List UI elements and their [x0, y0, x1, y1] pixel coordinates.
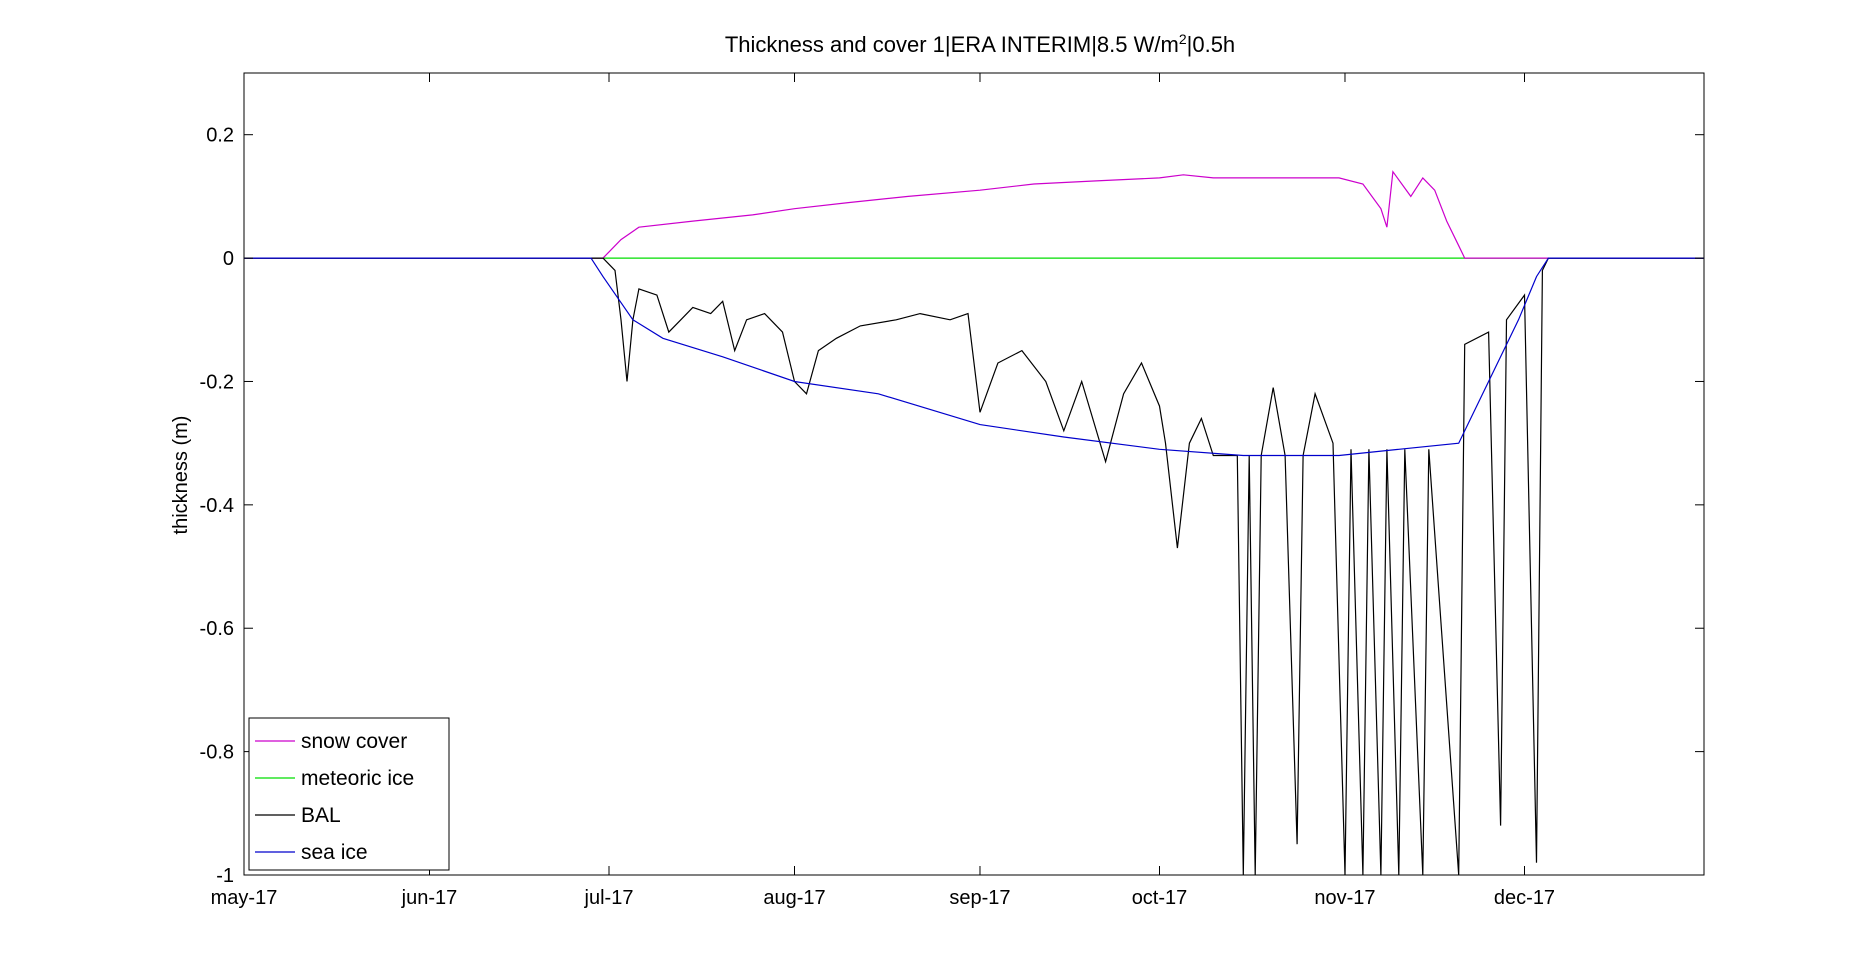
legend-label: meteoric ice	[301, 767, 414, 790]
chart-title-main: Thickness and cover 1|ERA INTERIM|8.5 W/…	[725, 32, 1179, 57]
chart-title-superscript: 2	[1179, 31, 1187, 47]
x-tick-label: sep-17	[949, 887, 1010, 909]
legend-label: sea ice	[301, 841, 368, 864]
y-axis-label: thickness (m)	[170, 416, 192, 535]
axis-layer: may-17 jun-17 jul-17 aug-17 sep-17 oct-17 nov-…	[200, 73, 1704, 909]
chart-title: Thickness and cover 1|ERA INTERIM|8.5 W/…	[725, 31, 1235, 57]
series-line-snow-cover	[244, 170, 1704, 259]
legend-label: snow cover	[301, 730, 407, 753]
y-tick-label: 0	[223, 248, 234, 270]
x-tick-label: may-17	[211, 887, 278, 909]
x-tick-label: aug-17	[763, 887, 825, 909]
legend: snow cover meteoric ice BAL sea ice	[248, 717, 450, 871]
series-layer	[244, 170, 1704, 876]
x-tick-label: oct-17	[1132, 887, 1188, 909]
series-line-bal	[244, 257, 1704, 876]
legend-box	[248, 717, 450, 871]
legend-label: BAL	[301, 804, 341, 827]
y-tick-label: -1	[216, 865, 234, 887]
x-tick-label: nov-17	[1314, 887, 1375, 909]
plot-area	[243, 72, 1705, 876]
y-tick-label: -0.8	[200, 742, 234, 764]
x-tick-label: jun-17	[401, 887, 458, 909]
x-tick-label: jul-17	[584, 887, 634, 909]
series-line-sea-ice	[244, 257, 1704, 457]
y-tick-label: -0.4	[200, 495, 234, 517]
chart-title-end: |0.5h	[1187, 32, 1236, 57]
y-tick-label: -0.6	[200, 618, 234, 640]
x-tick-label: dec-17	[1494, 887, 1555, 909]
y-tick-label: 0.2	[206, 125, 234, 147]
y-tick-label: -0.2	[200, 371, 234, 393]
